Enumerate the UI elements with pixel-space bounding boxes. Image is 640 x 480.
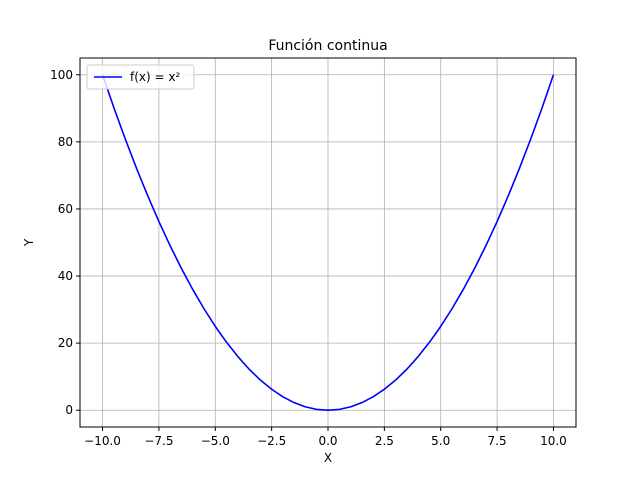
x-tick-label: −2.5 (257, 434, 286, 448)
legend-label: f(x) = x² (130, 70, 180, 84)
x-tick-label: −7.5 (144, 434, 173, 448)
y-tick-label: 0 (65, 403, 73, 417)
x-tick-label: 7.5 (488, 434, 507, 448)
x-axis-label: X (324, 451, 332, 465)
series-layer (101, 74, 555, 412)
ticks: −10.0 −7.5 −5.0 −2.5 0.0 2.5 5.0 7.5 10.0 0 20 40 60… (50, 68, 567, 448)
x-tick-label: 5.0 (431, 434, 450, 448)
x-tick-label: 2.5 (375, 434, 394, 448)
y-tick-label: 40 (58, 269, 73, 283)
y-axis-label: Y (22, 238, 36, 247)
y-tick-label: 20 (58, 336, 73, 350)
x-tick-label: 10.0 (540, 434, 567, 448)
y-tick-label: 80 (58, 135, 73, 149)
legend: f(x) = x² (86, 64, 195, 90)
y-tick-label: 60 (58, 202, 73, 216)
x-tick-label: −10.0 (84, 434, 121, 448)
legend-box (86, 64, 195, 90)
x-tick-label: −5.0 (201, 434, 230, 448)
chart-title: Función continua (268, 38, 387, 54)
y-tick-label: 100 (50, 68, 73, 82)
x-tick-label: 0.0 (318, 434, 337, 448)
series-line (101, 74, 555, 412)
